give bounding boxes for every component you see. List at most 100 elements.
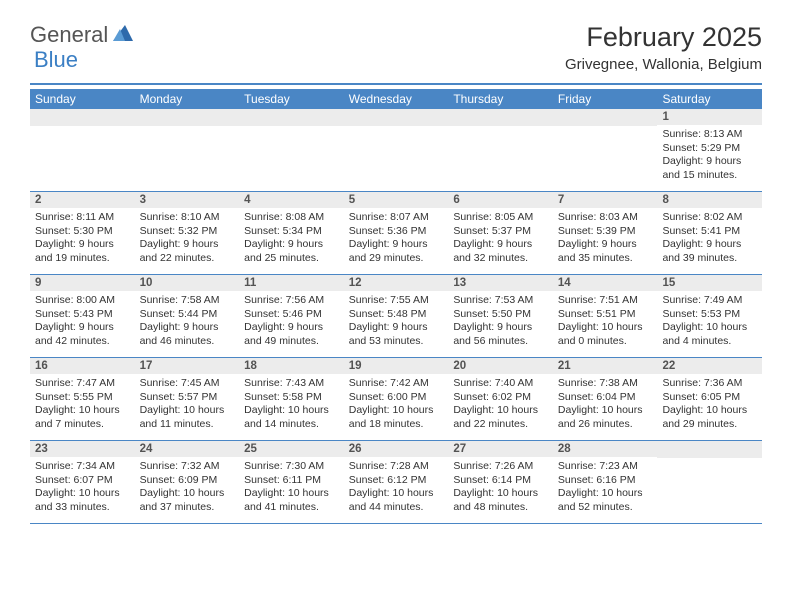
day-data: Sunrise: 8:00 AMSunset: 5:43 PMDaylight:… — [30, 291, 135, 354]
day-cell: 26Sunrise: 7:28 AMSunset: 6:12 PMDayligh… — [344, 441, 449, 523]
title-block: February 2025 Grivegnee, Wallonia, Belgi… — [565, 22, 762, 73]
weeks-container: 1Sunrise: 8:13 AMSunset: 5:29 PMDaylight… — [30, 109, 762, 524]
logo-word1: General — [30, 22, 108, 48]
day-cell: 15Sunrise: 7:49 AMSunset: 5:53 PMDayligh… — [657, 275, 762, 357]
day-number: 8 — [657, 192, 762, 208]
day-cell: 2Sunrise: 8:11 AMSunset: 5:30 PMDaylight… — [30, 192, 135, 274]
day-header: Saturday — [657, 89, 762, 109]
day-header: Sunday — [30, 89, 135, 109]
day-cell: 8Sunrise: 8:02 AMSunset: 5:41 PMDaylight… — [657, 192, 762, 274]
day-cell: 25Sunrise: 7:30 AMSunset: 6:11 PMDayligh… — [239, 441, 344, 523]
empty-day — [553, 109, 658, 126]
day-cell: 17Sunrise: 7:45 AMSunset: 5:57 PMDayligh… — [135, 358, 240, 440]
day-data: Sunrise: 8:05 AMSunset: 5:37 PMDaylight:… — [448, 208, 553, 271]
day-cell — [135, 109, 240, 191]
day-cell: 1Sunrise: 8:13 AMSunset: 5:29 PMDaylight… — [657, 109, 762, 191]
week-row: 23Sunrise: 7:34 AMSunset: 6:07 PMDayligh… — [30, 441, 762, 524]
day-data: Sunrise: 7:32 AMSunset: 6:09 PMDaylight:… — [135, 457, 240, 520]
calendar: SundayMondayTuesdayWednesdayThursdayFrid… — [30, 89, 762, 524]
week-row: 16Sunrise: 7:47 AMSunset: 5:55 PMDayligh… — [30, 358, 762, 441]
day-cell: 20Sunrise: 7:40 AMSunset: 6:02 PMDayligh… — [448, 358, 553, 440]
week-row: 1Sunrise: 8:13 AMSunset: 5:29 PMDaylight… — [30, 109, 762, 192]
day-cell: 9Sunrise: 8:00 AMSunset: 5:43 PMDaylight… — [30, 275, 135, 357]
day-cell: 14Sunrise: 7:51 AMSunset: 5:51 PMDayligh… — [553, 275, 658, 357]
day-number: 5 — [344, 192, 449, 208]
logo-triangle-icon — [113, 25, 133, 46]
day-number: 12 — [344, 275, 449, 291]
day-number: 21 — [553, 358, 658, 374]
day-number: 18 — [239, 358, 344, 374]
day-cell: 27Sunrise: 7:26 AMSunset: 6:14 PMDayligh… — [448, 441, 553, 523]
day-data: Sunrise: 7:53 AMSunset: 5:50 PMDaylight:… — [448, 291, 553, 354]
day-number: 26 — [344, 441, 449, 457]
day-data: Sunrise: 7:49 AMSunset: 5:53 PMDaylight:… — [657, 291, 762, 354]
day-number: 16 — [30, 358, 135, 374]
day-number: 7 — [553, 192, 658, 208]
day-header: Monday — [135, 89, 240, 109]
day-data: Sunrise: 7:36 AMSunset: 6:05 PMDaylight:… — [657, 374, 762, 437]
day-cell: 18Sunrise: 7:43 AMSunset: 5:58 PMDayligh… — [239, 358, 344, 440]
day-cell — [448, 109, 553, 191]
day-data: Sunrise: 7:56 AMSunset: 5:46 PMDaylight:… — [239, 291, 344, 354]
day-number: 25 — [239, 441, 344, 457]
day-number: 14 — [553, 275, 658, 291]
day-number: 24 — [135, 441, 240, 457]
day-number: 20 — [448, 358, 553, 374]
day-cell: 16Sunrise: 7:47 AMSunset: 5:55 PMDayligh… — [30, 358, 135, 440]
day-cell — [657, 441, 762, 523]
day-cell: 6Sunrise: 8:05 AMSunset: 5:37 PMDaylight… — [448, 192, 553, 274]
logo: General — [30, 22, 135, 48]
day-cell: 11Sunrise: 7:56 AMSunset: 5:46 PMDayligh… — [239, 275, 344, 357]
day-data: Sunrise: 8:10 AMSunset: 5:32 PMDaylight:… — [135, 208, 240, 271]
day-data: Sunrise: 7:45 AMSunset: 5:57 PMDaylight:… — [135, 374, 240, 437]
day-number: 15 — [657, 275, 762, 291]
day-number: 17 — [135, 358, 240, 374]
day-number: 3 — [135, 192, 240, 208]
day-cell: 21Sunrise: 7:38 AMSunset: 6:04 PMDayligh… — [553, 358, 658, 440]
day-cell — [239, 109, 344, 191]
day-number: 6 — [448, 192, 553, 208]
day-cell — [30, 109, 135, 191]
day-data: Sunrise: 7:58 AMSunset: 5:44 PMDaylight:… — [135, 291, 240, 354]
header: General February 2025 Grivegnee, Walloni… — [0, 0, 792, 79]
day-header-row: SundayMondayTuesdayWednesdayThursdayFrid… — [30, 89, 762, 109]
day-number: 23 — [30, 441, 135, 457]
day-cell: 12Sunrise: 7:55 AMSunset: 5:48 PMDayligh… — [344, 275, 449, 357]
day-data: Sunrise: 8:08 AMSunset: 5:34 PMDaylight:… — [239, 208, 344, 271]
week-row: 2Sunrise: 8:11 AMSunset: 5:30 PMDaylight… — [30, 192, 762, 275]
logo-word2: Blue — [34, 47, 78, 72]
day-cell: 7Sunrise: 8:03 AMSunset: 5:39 PMDaylight… — [553, 192, 658, 274]
day-number: 11 — [239, 275, 344, 291]
day-data: Sunrise: 7:23 AMSunset: 6:16 PMDaylight:… — [553, 457, 658, 520]
day-number: 22 — [657, 358, 762, 374]
day-data: Sunrise: 8:02 AMSunset: 5:41 PMDaylight:… — [657, 208, 762, 271]
day-header: Thursday — [448, 89, 553, 109]
day-data: Sunrise: 8:11 AMSunset: 5:30 PMDaylight:… — [30, 208, 135, 271]
day-data: Sunrise: 7:28 AMSunset: 6:12 PMDaylight:… — [344, 457, 449, 520]
empty-day — [239, 109, 344, 126]
day-data: Sunrise: 7:51 AMSunset: 5:51 PMDaylight:… — [553, 291, 658, 354]
day-cell: 28Sunrise: 7:23 AMSunset: 6:16 PMDayligh… — [553, 441, 658, 523]
day-data: Sunrise: 7:55 AMSunset: 5:48 PMDaylight:… — [344, 291, 449, 354]
day-cell: 10Sunrise: 7:58 AMSunset: 5:44 PMDayligh… — [135, 275, 240, 357]
day-cell — [553, 109, 658, 191]
day-number: 28 — [553, 441, 658, 457]
day-number: 9 — [30, 275, 135, 291]
month-title: February 2025 — [565, 22, 762, 53]
day-number: 2 — [30, 192, 135, 208]
day-cell: 24Sunrise: 7:32 AMSunset: 6:09 PMDayligh… — [135, 441, 240, 523]
day-cell: 13Sunrise: 7:53 AMSunset: 5:50 PMDayligh… — [448, 275, 553, 357]
empty-day — [344, 109, 449, 126]
logo-word2-wrap: Blue — [34, 47, 78, 73]
day-number: 10 — [135, 275, 240, 291]
day-data: Sunrise: 7:40 AMSunset: 6:02 PMDaylight:… — [448, 374, 553, 437]
day-data: Sunrise: 7:38 AMSunset: 6:04 PMDaylight:… — [553, 374, 658, 437]
day-header: Tuesday — [239, 89, 344, 109]
day-number: 1 — [657, 109, 762, 125]
day-data: Sunrise: 7:42 AMSunset: 6:00 PMDaylight:… — [344, 374, 449, 437]
day-number: 4 — [239, 192, 344, 208]
empty-day — [448, 109, 553, 126]
day-data: Sunrise: 8:13 AMSunset: 5:29 PMDaylight:… — [657, 125, 762, 188]
empty-day — [135, 109, 240, 126]
day-number: 19 — [344, 358, 449, 374]
